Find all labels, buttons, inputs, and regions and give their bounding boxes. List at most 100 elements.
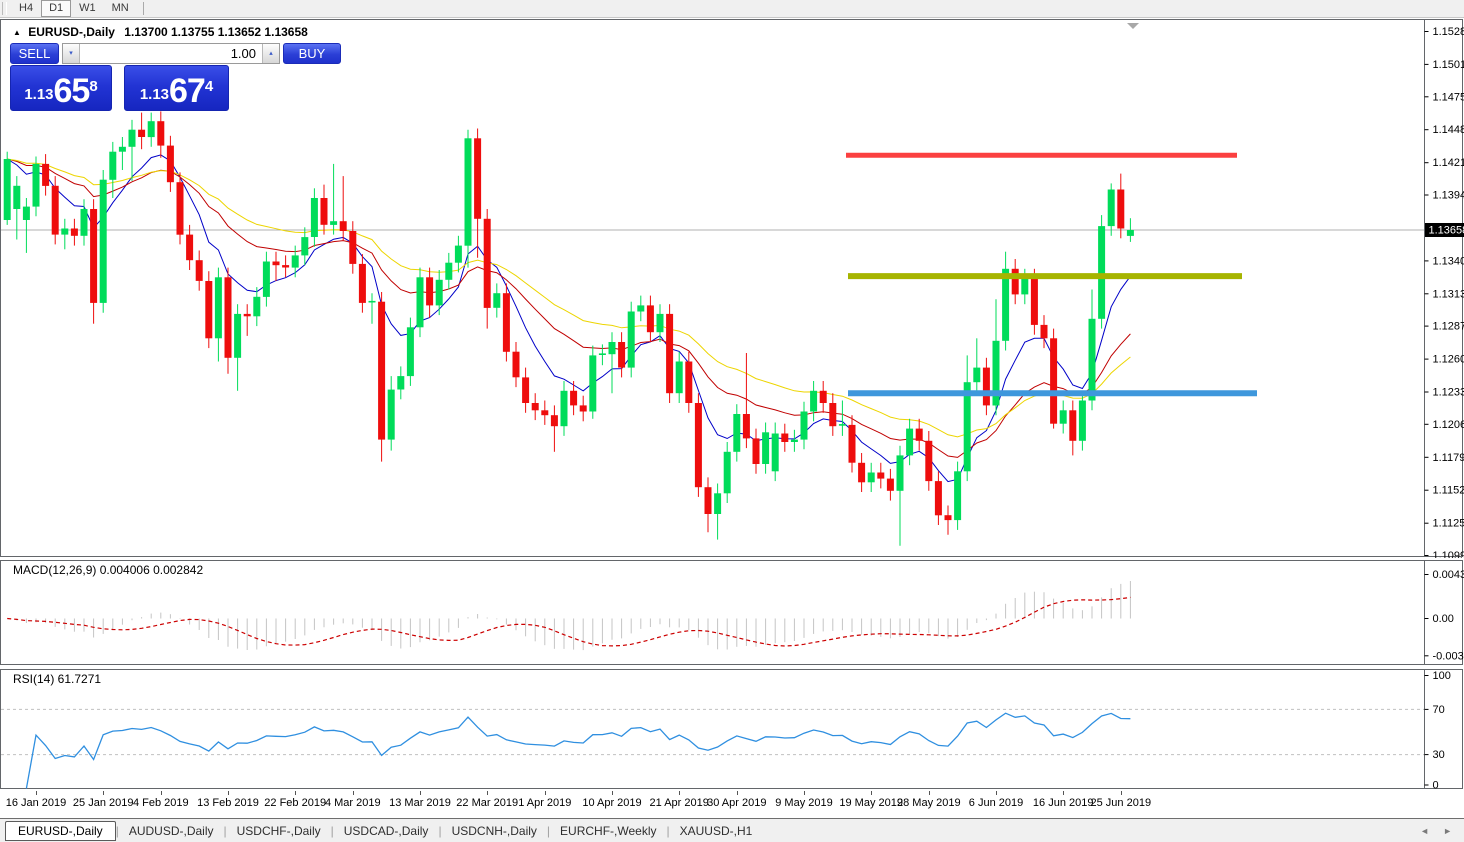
candle xyxy=(695,403,702,487)
candle xyxy=(781,434,788,443)
timeframe-button-w1[interactable]: W1 xyxy=(71,0,104,17)
candle xyxy=(820,391,827,403)
toolbar-separator xyxy=(143,2,144,15)
candle xyxy=(234,314,241,358)
date-tick xyxy=(103,791,104,795)
candle xyxy=(177,182,184,235)
price-tick-label: 1.10990 xyxy=(1433,550,1464,558)
toolbar-grip-icon xyxy=(2,2,7,15)
date-tick xyxy=(804,791,805,795)
candle xyxy=(733,414,740,452)
date-label: 13 Feb 2019 xyxy=(197,797,259,809)
tab-eurusd-daily[interactable]: EURUSD-,Daily xyxy=(5,821,116,841)
date-label: 16 Jan 2019 xyxy=(6,797,67,809)
date-label: 21 Apr 2019 xyxy=(650,797,709,809)
rsi-axis-label: 0 xyxy=(1433,780,1439,791)
date-tick xyxy=(161,791,162,795)
candle xyxy=(657,314,664,332)
candle xyxy=(897,455,904,490)
candle xyxy=(935,481,942,515)
buy-price-main: 67 xyxy=(169,74,205,108)
date-tick xyxy=(996,791,997,795)
volume-input[interactable] xyxy=(80,44,262,63)
candle xyxy=(541,410,548,415)
candle xyxy=(916,429,923,441)
candle xyxy=(858,463,865,483)
candle xyxy=(119,147,126,152)
sell-price-box[interactable]: 1.13 65 8 xyxy=(10,65,112,111)
candle xyxy=(186,235,193,261)
macd-pane[interactable]: 0.004380.00-0.003711MACD(12,26,9) 0.0040… xyxy=(0,560,1464,666)
tab-usdcad-daily[interactable]: USDCAD-,Daily xyxy=(334,822,439,840)
date-tick xyxy=(420,791,421,795)
candle xyxy=(426,277,433,305)
buy-button[interactable]: BUY xyxy=(283,43,341,64)
date-tick xyxy=(1121,791,1122,795)
tab-eurchf-weekly[interactable]: EURCHF-,Weekly xyxy=(550,822,666,840)
candle xyxy=(532,403,539,410)
chart-ohlc-values: 1.13700 1.13755 1.13652 1.13658 xyxy=(124,25,308,39)
tab-audusd-daily[interactable]: AUDUSD-,Daily xyxy=(119,822,224,840)
candle xyxy=(570,391,577,406)
price-tick-label: 1.13135 xyxy=(1433,288,1464,300)
sell-price-main: 65 xyxy=(54,74,90,108)
candle xyxy=(81,209,88,236)
candle xyxy=(417,277,424,327)
sell-button[interactable]: SELL xyxy=(10,43,59,64)
candle xyxy=(1021,279,1028,295)
tab-usdchf-daily[interactable]: USDCHF-,Daily xyxy=(227,822,331,840)
candle xyxy=(676,362,683,394)
candle xyxy=(513,352,520,378)
volume-increase-icon[interactable]: ▴ xyxy=(262,44,279,63)
buy-price-box[interactable]: 1.13 67 4 xyxy=(124,65,229,111)
price-tick-label: 1.14480 xyxy=(1433,124,1464,136)
candle xyxy=(148,121,155,137)
date-tick xyxy=(929,791,930,795)
timeframe-button-mn[interactable]: MN xyxy=(104,0,137,17)
collapse-triangle-icon: ▲ xyxy=(13,28,21,37)
sell-price-prefix: 1.13 xyxy=(24,82,53,108)
date-label: 22 Mar 2019 xyxy=(456,797,518,809)
candle xyxy=(445,263,452,280)
tab-xauusd-h1[interactable]: XAUUSD-,H1 xyxy=(670,822,763,840)
candle xyxy=(1060,410,1067,423)
candle xyxy=(705,487,712,514)
candle xyxy=(1069,410,1076,441)
tabs-scroll-left-icon[interactable]: ◄ xyxy=(1420,823,1429,839)
candle xyxy=(273,262,280,266)
date-label: 13 Mar 2019 xyxy=(389,797,451,809)
candle xyxy=(954,471,961,520)
price-tick-label: 1.15015 xyxy=(1433,59,1464,71)
price-tick-label: 1.11795 xyxy=(1433,452,1464,464)
candle xyxy=(436,280,443,306)
timeframe-button-d1[interactable]: D1 xyxy=(41,0,71,17)
candle xyxy=(4,159,11,220)
date-tick xyxy=(36,791,37,795)
candle xyxy=(157,121,164,145)
chart-symbol-label: EURUSD-,Daily xyxy=(28,25,115,39)
timeframe-button-h4[interactable]: H4 xyxy=(11,0,41,17)
candle xyxy=(13,186,20,209)
candle xyxy=(801,412,808,440)
candle xyxy=(167,146,174,183)
candle xyxy=(1012,269,1019,295)
candle xyxy=(407,327,414,376)
date-tick xyxy=(679,791,680,795)
candle xyxy=(196,260,203,281)
candle xyxy=(1098,226,1105,319)
date-label: 16 Jun 2019 xyxy=(1033,797,1094,809)
date-label: 10 Apr 2019 xyxy=(582,797,641,809)
tab-usdcnh-daily[interactable]: USDCNH-,Daily xyxy=(442,822,547,840)
tabs-scroll-right-icon[interactable]: ► xyxy=(1443,823,1452,839)
candle xyxy=(263,262,270,297)
date-tick xyxy=(737,791,738,795)
candle xyxy=(244,314,251,316)
rsi-label: RSI(14) 61.7271 xyxy=(13,672,101,686)
date-tick xyxy=(545,791,546,795)
candle xyxy=(589,355,596,411)
volume-decrease-icon[interactable]: ▾ xyxy=(63,44,80,63)
candle xyxy=(551,415,558,426)
